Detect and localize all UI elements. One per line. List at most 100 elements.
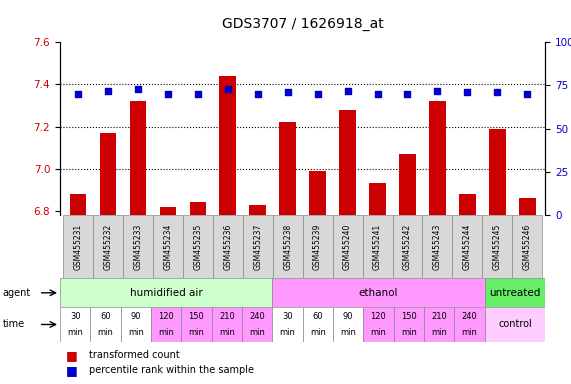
Bar (455, 307, 485, 342)
Bar (489, 129, 505, 215)
Bar (273, 215, 303, 278)
Text: 30: 30 (70, 312, 81, 321)
Bar (459, 194, 476, 215)
Text: min: min (98, 328, 114, 337)
Bar (279, 122, 296, 215)
Bar (332, 215, 363, 278)
Text: GSM455234: GSM455234 (163, 223, 172, 270)
Text: ■: ■ (66, 364, 78, 377)
Bar (93, 215, 123, 278)
Bar (519, 198, 536, 215)
Point (403, 91, 412, 97)
Bar (242, 307, 272, 342)
Point (283, 89, 292, 95)
Text: GSM455242: GSM455242 (403, 223, 412, 270)
Text: GSM455235: GSM455235 (193, 223, 202, 270)
Point (223, 86, 232, 92)
Text: GSM455237: GSM455237 (253, 223, 262, 270)
Bar (482, 215, 512, 278)
Bar (250, 205, 266, 215)
Text: transformed count: transformed count (89, 350, 179, 360)
Point (343, 88, 352, 94)
Text: GSM455233: GSM455233 (134, 223, 142, 270)
Text: 240: 240 (250, 312, 265, 321)
Text: min: min (461, 328, 477, 337)
Point (163, 91, 172, 97)
Bar (60, 307, 90, 342)
Point (193, 91, 202, 97)
Bar (363, 307, 393, 342)
Bar (485, 307, 545, 342)
Point (523, 91, 532, 97)
Text: 150: 150 (188, 312, 204, 321)
Bar (303, 307, 333, 342)
Bar (190, 202, 206, 215)
Bar (213, 215, 243, 278)
Text: 210: 210 (431, 312, 447, 321)
Bar (309, 171, 326, 215)
Text: min: min (158, 328, 174, 337)
Bar (272, 307, 303, 342)
Point (103, 88, 112, 94)
Text: GSM455244: GSM455244 (463, 223, 472, 270)
Bar (70, 194, 86, 215)
Bar (219, 76, 236, 215)
Text: GSM455245: GSM455245 (493, 223, 502, 270)
Text: 120: 120 (371, 312, 387, 321)
Text: GSM455231: GSM455231 (74, 223, 82, 270)
Bar (424, 307, 455, 342)
Text: GSM455239: GSM455239 (313, 223, 322, 270)
Bar (399, 154, 416, 215)
Bar (423, 215, 452, 278)
Text: 120: 120 (158, 312, 174, 321)
Text: min: min (310, 328, 325, 337)
Text: 240: 240 (461, 312, 477, 321)
Bar (393, 307, 424, 342)
Text: min: min (431, 328, 447, 337)
Text: GDS3707 / 1626918_at: GDS3707 / 1626918_at (222, 17, 384, 31)
Bar (159, 207, 176, 215)
Text: min: min (188, 328, 204, 337)
Text: min: min (219, 328, 235, 337)
Point (73, 91, 82, 97)
Point (253, 91, 262, 97)
Text: time: time (3, 319, 25, 329)
Text: GSM455236: GSM455236 (223, 223, 232, 270)
Text: GSM455238: GSM455238 (283, 223, 292, 270)
Bar (243, 215, 273, 278)
Bar (123, 215, 153, 278)
Point (493, 89, 502, 95)
Bar (485, 278, 545, 307)
Bar (130, 101, 146, 215)
Point (313, 91, 322, 97)
Bar (212, 307, 242, 342)
Text: GSM455246: GSM455246 (523, 223, 532, 270)
Bar (333, 307, 363, 342)
Text: ■: ■ (66, 349, 78, 362)
Text: 60: 60 (312, 312, 323, 321)
Point (433, 88, 442, 94)
Bar (151, 307, 182, 342)
Text: GSM455241: GSM455241 (373, 223, 382, 270)
Text: 150: 150 (401, 312, 417, 321)
Bar (429, 101, 446, 215)
Bar (60, 278, 272, 307)
Bar (303, 215, 332, 278)
Bar (90, 307, 120, 342)
Bar (182, 307, 212, 342)
Text: min: min (371, 328, 387, 337)
Text: GSM455243: GSM455243 (433, 223, 442, 270)
Bar (452, 215, 482, 278)
Bar (272, 278, 485, 307)
Text: 30: 30 (282, 312, 293, 321)
Bar (369, 184, 386, 215)
Text: GSM455232: GSM455232 (103, 223, 112, 270)
Text: min: min (128, 328, 144, 337)
Bar (100, 133, 116, 215)
Bar (120, 307, 151, 342)
Text: 90: 90 (343, 312, 353, 321)
Bar (183, 215, 213, 278)
Text: humidified air: humidified air (130, 288, 203, 298)
Text: ethanol: ethanol (359, 288, 398, 298)
Text: untreated: untreated (489, 288, 541, 298)
